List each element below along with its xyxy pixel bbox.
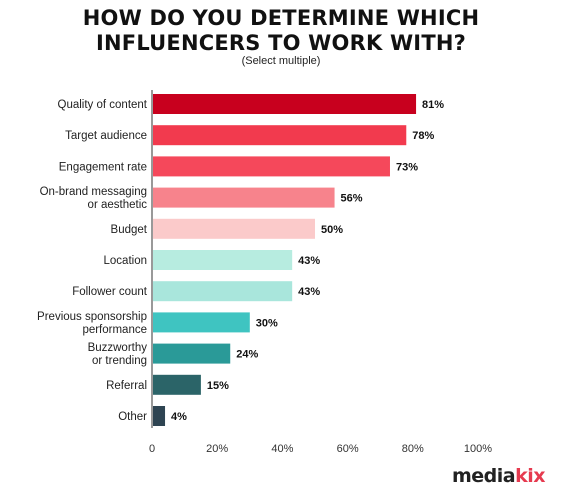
category-label: Referral [106, 380, 147, 392]
x-tick-label: 20% [206, 443, 228, 455]
chart-title-line-2: INFLUENCERS TO WORK WITH? [95, 31, 467, 55]
bar [153, 343, 231, 364]
category-label: performance [82, 324, 147, 336]
bar [153, 250, 293, 270]
x-tick-label: 60% [337, 443, 359, 455]
bar-value-label: 30% [256, 317, 278, 329]
x-tick-label: 0 [149, 443, 155, 455]
bar-value-label: 24% [236, 349, 258, 361]
category-label: or aesthetic [88, 199, 148, 211]
category-label: Engagement rate [59, 161, 147, 173]
category-label: On-brand messaging [40, 186, 147, 198]
bar [153, 187, 335, 208]
bar-value-label: 43% [298, 286, 320, 298]
bar-value-label: 4% [171, 411, 187, 423]
logo-text-accent: kix [515, 465, 546, 487]
category-label: Budget [111, 224, 148, 236]
category-label: Quality of content [58, 99, 148, 111]
bar-value-label: 43% [298, 255, 320, 267]
bar [153, 281, 293, 302]
x-tick-label: 80% [402, 443, 424, 455]
bar-value-label: 15% [207, 380, 229, 392]
bar-value-label: 56% [341, 193, 363, 205]
category-label: Target audience [65, 130, 147, 142]
mediakix-logo: mediakix [452, 465, 546, 487]
bar-value-label: 73% [396, 161, 418, 173]
x-tick-label: 40% [271, 443, 293, 455]
bar [153, 156, 390, 177]
bar [153, 94, 417, 114]
bar [153, 125, 407, 146]
category-label: Buzzworthy [88, 342, 148, 354]
logo-text-prefix: media [452, 465, 516, 487]
category-label: Previous sponsorship [37, 311, 147, 323]
bar-value-label: 78% [412, 130, 434, 142]
chart-subtitle: (Select multiple) [241, 55, 321, 67]
bar [153, 218, 315, 239]
category-label: or trending [92, 355, 147, 367]
bar [153, 312, 250, 333]
x-tick-label: 100% [464, 443, 492, 455]
category-label: Follower count [72, 286, 148, 298]
bar [153, 374, 201, 395]
bar [153, 406, 166, 426]
category-label: Location [104, 255, 147, 267]
bar-value-label: 50% [321, 224, 343, 236]
bar-value-label: 81% [422, 99, 444, 111]
category-label: Other [118, 411, 147, 423]
chart-title-line-1: HOW DO YOU DETERMINE WHICH [82, 6, 480, 30]
